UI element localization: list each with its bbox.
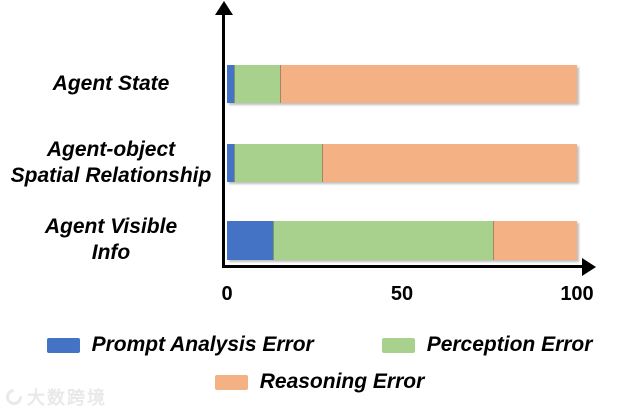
bar-row [227,144,577,182]
legend: Prompt Analysis Error Perception Error R… [0,333,639,394]
x-axis-line [222,265,584,268]
watermark-logo-icon [2,385,26,409]
bar-segment [227,65,234,103]
bar-row [227,221,577,260]
bar-segment [234,144,322,182]
x-tick-label: 50 [390,283,414,305]
x-tick-label: 100 [560,283,594,305]
watermark: 大数跨境 [2,384,107,410]
legend-row: Prompt Analysis Error Perception Error [46,333,593,357]
legend-label: Reasoning Error [259,370,425,393]
bar-segment [234,65,280,103]
bar-segment [272,221,493,260]
bar-segment [321,144,577,182]
bar-segment [493,221,577,260]
legend-row: Reasoning Error [214,370,425,394]
category-label-agent-object-spatial-relationship: Agent-object Spatial Relationship [10,138,212,187]
bar-segment [227,144,234,182]
legend-item-prompt-analysis-error: Prompt Analysis Error [46,333,314,357]
bar-segment [279,65,577,103]
legend-label: Prompt Analysis Error [91,333,314,356]
legend-swatch-blue [46,337,80,353]
bar-row [227,65,577,103]
legend-swatch-orange [214,374,248,390]
y-axis-line [222,12,225,268]
watermark-text: 大数跨境 [27,388,107,408]
bar-segment [227,221,273,260]
y-axis-arrow-icon [215,1,233,15]
legend-swatch-green [381,337,415,353]
x-tick-label: 0 [221,283,233,305]
legend-item-perception-error: Perception Error [381,333,593,357]
category-label-agent-state: Agent State [52,72,170,95]
category-label-agent-visible-info: Agent Visible Info [44,215,178,264]
legend-label: Perception Error [426,333,593,356]
legend-item-reasoning-error: Reasoning Error [214,370,425,394]
x-axis-arrow-icon [582,258,596,276]
